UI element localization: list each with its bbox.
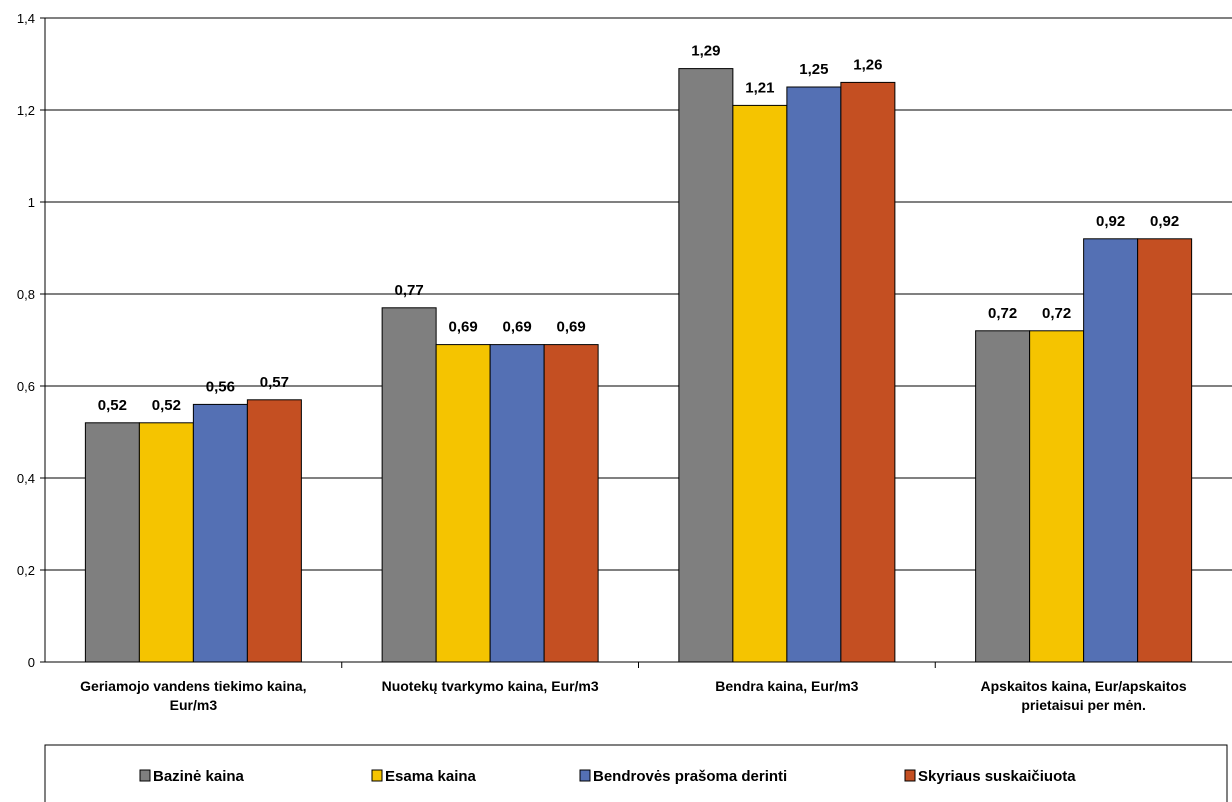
bar-4-3 bbox=[840, 81, 896, 663]
category-label-line: Nuotekų tvarkymo kaina, Eur/m3 bbox=[382, 678, 599, 694]
category-label: Nuotekų tvarkymo kaina, Eur/m3 bbox=[382, 678, 599, 694]
legend: Bazinė kaina Esama kaina Bendrovės prašoma… bbox=[44, 744, 1228, 802]
legend-swatch bbox=[904, 769, 916, 782]
legend-swatch bbox=[371, 769, 383, 782]
data-label: 0,77 bbox=[395, 282, 424, 299]
data-labels: 0,52 0,77 1,29 0,72 0,52 0,69 1,21 0,72 0,56 0,69… bbox=[98, 43, 1179, 414]
category-label-line: Apskaitos kaina, Eur/apskaitos bbox=[981, 678, 1187, 694]
bar-2-1 bbox=[138, 422, 194, 663]
legend-label: Esama kaina bbox=[385, 768, 477, 785]
data-label: 0,56 bbox=[206, 378, 235, 395]
bar-3-3 bbox=[786, 86, 842, 663]
data-label: 0,92 bbox=[1096, 213, 1125, 230]
y-tick-label: 0,8 bbox=[17, 287, 35, 302]
category-label-line: prietaisui per mėn. bbox=[1021, 697, 1145, 713]
data-label: 0,72 bbox=[1042, 305, 1071, 322]
y-tick-label: 0,6 bbox=[17, 379, 35, 394]
data-label: 0,52 bbox=[152, 397, 181, 414]
category-label-line: Bendra kaina, Eur/m3 bbox=[715, 678, 858, 694]
legend-swatch bbox=[579, 769, 591, 782]
y-axis-ticks: 0 0,2 0,4 0,6 0,8 1 1,2 1,4 bbox=[17, 11, 45, 670]
bar-3-2 bbox=[489, 344, 545, 663]
y-tick-label: 0,4 bbox=[17, 471, 35, 486]
y-tick-label: 1 bbox=[28, 195, 35, 210]
bar-1-4 bbox=[975, 330, 1031, 663]
data-label: 0,69 bbox=[503, 319, 532, 336]
y-tick-label: 0,2 bbox=[17, 563, 35, 578]
bar-4-1 bbox=[246, 399, 302, 663]
data-label: 0,69 bbox=[449, 319, 478, 336]
bar-2-4 bbox=[1029, 330, 1085, 663]
category-label: Bendra kaina, Eur/m3 bbox=[715, 678, 858, 694]
legend-label: Skyriaus suskaičiuota bbox=[918, 768, 1076, 785]
data-label: 1,21 bbox=[745, 79, 774, 96]
y-tick-label: 0 bbox=[28, 655, 35, 670]
bars bbox=[84, 68, 1193, 663]
bar-4-2 bbox=[543, 344, 599, 663]
legend-swatch bbox=[139, 769, 151, 782]
x-axis-categories: Geriamojo vandens tiekimo kaina, Eur/m3 Nu… bbox=[80, 678, 1187, 713]
data-label: 1,25 bbox=[799, 61, 828, 78]
legend-box bbox=[44, 744, 1228, 802]
legend-label: Bendrovės prašoma derinti bbox=[593, 768, 787, 785]
bar-2-3 bbox=[732, 104, 788, 663]
data-label: 0,52 bbox=[98, 397, 127, 414]
y-tick-label: 1,4 bbox=[17, 11, 35, 26]
data-label: 0,72 bbox=[988, 305, 1017, 322]
bar-3-4 bbox=[1083, 238, 1139, 663]
category-label: Apskaitos kaina, Eur/apskaitos prietaisui… bbox=[981, 678, 1187, 713]
bar-3-1 bbox=[192, 403, 248, 663]
bar-4-4 bbox=[1137, 238, 1193, 663]
data-label: 0,69 bbox=[557, 319, 586, 336]
bar-2-2 bbox=[435, 344, 491, 663]
category-label: Geriamojo vandens tiekimo kaina, Eur/m3 bbox=[80, 678, 306, 713]
data-label: 0,92 bbox=[1150, 213, 1179, 230]
data-label: 1,26 bbox=[853, 56, 882, 73]
bar-1-1 bbox=[84, 422, 140, 663]
bar-1-2 bbox=[381, 307, 437, 663]
y-tick-label: 1,2 bbox=[17, 103, 35, 118]
data-label: 0,57 bbox=[260, 374, 289, 391]
data-label: 1,29 bbox=[691, 43, 720, 60]
axes bbox=[44, 18, 1232, 668]
category-label-line: Geriamojo vandens tiekimo kaina, bbox=[80, 678, 306, 694]
category-label-line: Eur/m3 bbox=[170, 697, 218, 713]
bar-1-3 bbox=[678, 68, 734, 663]
legend-label: Bazinė kaina bbox=[153, 768, 245, 785]
